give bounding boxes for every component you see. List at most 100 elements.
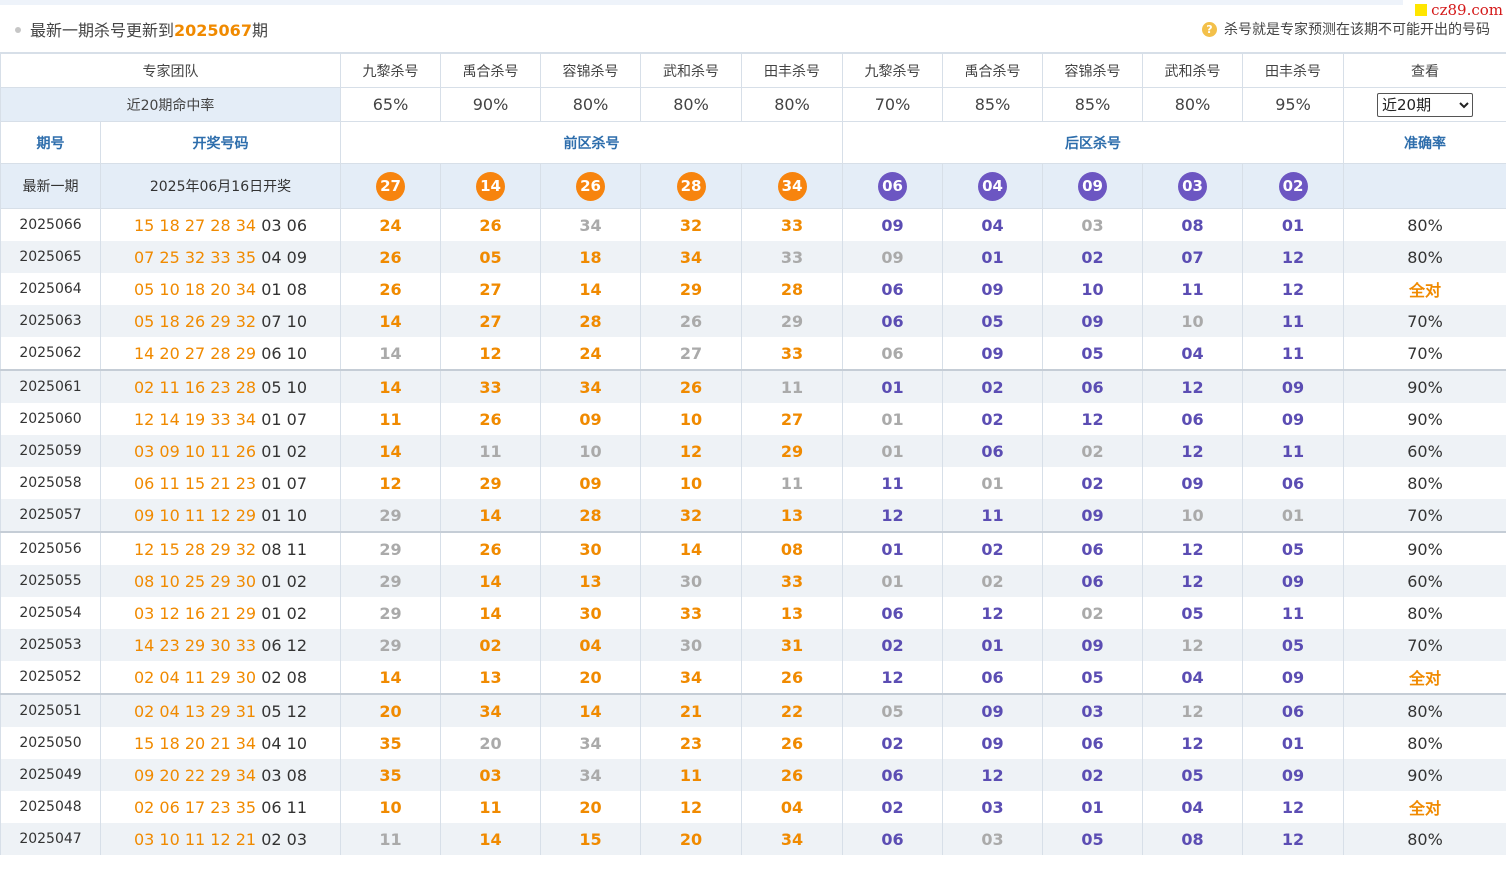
front-kill-number: 24 xyxy=(379,215,402,235)
front-draw-numbers: 09 20 22 29 34 xyxy=(133,765,257,785)
kill-number-cell: 02 xyxy=(1042,467,1143,499)
front-kill-number: 02 xyxy=(479,635,502,655)
front-kill-number: 33 xyxy=(780,571,804,591)
back-draw-numbers: 02 08 xyxy=(261,667,308,687)
question-icon[interactable]: ? xyxy=(1202,21,1217,37)
front-kill-number: 34 xyxy=(579,215,602,235)
latest-kill-cell: 09 xyxy=(1042,163,1143,209)
front-kill-number: 33 xyxy=(780,343,804,363)
kill-number-cell: 13 xyxy=(741,597,843,629)
kill-number-cell: 06 xyxy=(1242,693,1344,727)
kill-number-cell: 26 xyxy=(440,403,541,435)
front-kill-number: 34 xyxy=(479,701,502,721)
kill-number-cell: 34 xyxy=(640,241,742,273)
kill-number-cell: 11 xyxy=(842,467,943,499)
latest-kill-cell: 02 xyxy=(1242,163,1344,209)
hit-rate-value: 80% xyxy=(540,87,641,122)
accuracy-value: 80% xyxy=(1407,603,1443,623)
front-kill-number: 20 xyxy=(579,667,602,687)
front-kill-number: 05 xyxy=(479,247,502,267)
front-kill-number: 14 xyxy=(479,603,502,623)
kill-number-cell: 09 xyxy=(1242,565,1344,597)
kill-number-cell: 02 xyxy=(942,369,1043,403)
accuracy-value: 70% xyxy=(1407,635,1443,655)
kill-number-cell: 01 xyxy=(1242,499,1344,532)
back-kill-number: 12 xyxy=(1181,441,1204,461)
kill-number-cell: 28 xyxy=(741,273,843,305)
expert-name: 禹合杀号 xyxy=(440,53,541,88)
kill-number-cell: 09 xyxy=(1242,369,1344,403)
kill-number-cell: 01 xyxy=(942,241,1043,273)
issue-number-cell: 2025056 xyxy=(0,531,101,565)
kill-number-cell: 24 xyxy=(340,208,441,241)
accuracy-cell: 90% xyxy=(1343,759,1506,791)
back-kill-number: 05 xyxy=(1081,343,1104,363)
back-kill-number: 12 xyxy=(1181,701,1204,721)
front-kill-number: 08 xyxy=(780,539,804,559)
accuracy-value: 90% xyxy=(1407,539,1443,559)
hit-rate-value: 80% xyxy=(741,87,843,122)
kill-number-cell: 06 xyxy=(942,661,1043,694)
kill-number-cell: 02 xyxy=(1042,597,1143,629)
front-kill-number: 30 xyxy=(579,539,602,559)
kill-number-cell: 14 xyxy=(340,369,441,403)
accuracy-cell: 80% xyxy=(1343,823,1506,855)
accuracy-value: 全对 xyxy=(1408,669,1441,688)
accuracy-cell: 80% xyxy=(1343,693,1506,727)
table-row: 2025049 09 20 22 29 34 03 08 35 03 34 11 26 06 1… xyxy=(0,759,1506,791)
back-kill-number: 12 xyxy=(1281,247,1305,267)
kill-number-cell: 14 xyxy=(340,305,441,337)
front-kill-number: 29 xyxy=(780,311,804,331)
kill-number-cell: 01 xyxy=(842,435,943,467)
back-kill-number: 09 xyxy=(1281,409,1305,429)
kill-number-cell: 09 xyxy=(842,241,943,273)
front-kill-number: 11 xyxy=(379,409,402,429)
draw-numbers-cell: 14 20 27 28 29 06 10 xyxy=(100,337,341,370)
back-kill-number: 06 xyxy=(881,343,904,363)
back-kill-number: 06 xyxy=(1081,377,1104,397)
period-select[interactable]: 近20期 xyxy=(1377,92,1473,117)
accuracy-value: 60% xyxy=(1407,571,1443,591)
kill-number-cell: 09 xyxy=(942,693,1043,727)
kill-number-cell: 09 xyxy=(540,403,641,435)
accuracy-cell: 80% xyxy=(1343,727,1506,759)
accuracy-cell: 全对 xyxy=(1343,273,1506,305)
front-kill-number: 28 xyxy=(780,279,804,299)
front-draw-numbers: 14 23 29 30 33 xyxy=(133,635,257,655)
back-kill-number: 05 xyxy=(1181,603,1204,623)
kill-number-cell: 10 xyxy=(640,467,742,499)
site-logo[interactable]: cz89.com xyxy=(1403,0,1506,20)
kill-number-cell: 06 xyxy=(1042,565,1143,597)
expert-name: 武和杀号 xyxy=(640,53,742,88)
back-draw-numbers: 01 07 xyxy=(261,473,308,493)
hit-rate-value: 80% xyxy=(1142,87,1243,122)
kill-number-cell: 02 xyxy=(942,565,1043,597)
front-kill-number: 14 xyxy=(379,343,402,363)
front-kill-number: 03 xyxy=(479,765,502,785)
front-draw-numbers: 14 20 27 28 29 xyxy=(133,343,257,363)
back-kill-number: 05 xyxy=(1281,635,1305,655)
kill-number-cell: 09 xyxy=(1242,661,1344,694)
back-kill-number: 01 xyxy=(1281,215,1305,235)
front-draw-numbers: 06 11 15 21 23 xyxy=(133,473,257,493)
accuracy-value: 80% xyxy=(1407,473,1443,493)
back-kill-number: 01 xyxy=(981,635,1004,655)
back-draw-numbers: 01 08 xyxy=(261,279,308,299)
kill-number-cell: 30 xyxy=(640,629,742,661)
accuracy-cell: 60% xyxy=(1343,565,1506,597)
bullet-dot-icon xyxy=(15,27,21,33)
kill-number-cell: 05 xyxy=(1042,661,1143,694)
accuracy-value: 80% xyxy=(1407,215,1443,235)
back-kill-number: 12 xyxy=(1181,539,1204,559)
back-draw-numbers: 06 10 xyxy=(261,343,308,363)
kill-number-cell: 33 xyxy=(440,369,541,403)
front-kill-header: 前区杀号 xyxy=(340,121,843,164)
kill-number-cell: 02 xyxy=(440,629,541,661)
front-draw-numbers: 09 10 11 12 29 xyxy=(133,505,257,525)
front-kill-number: 10 xyxy=(379,797,402,817)
back-kill-number: 10 xyxy=(1181,311,1204,331)
back-kill-number: 09 xyxy=(1081,311,1104,331)
kill-number-cell: 06 xyxy=(1042,727,1143,759)
kill-number-cell: 29 xyxy=(640,273,742,305)
front-kill-number: 10 xyxy=(579,441,602,461)
